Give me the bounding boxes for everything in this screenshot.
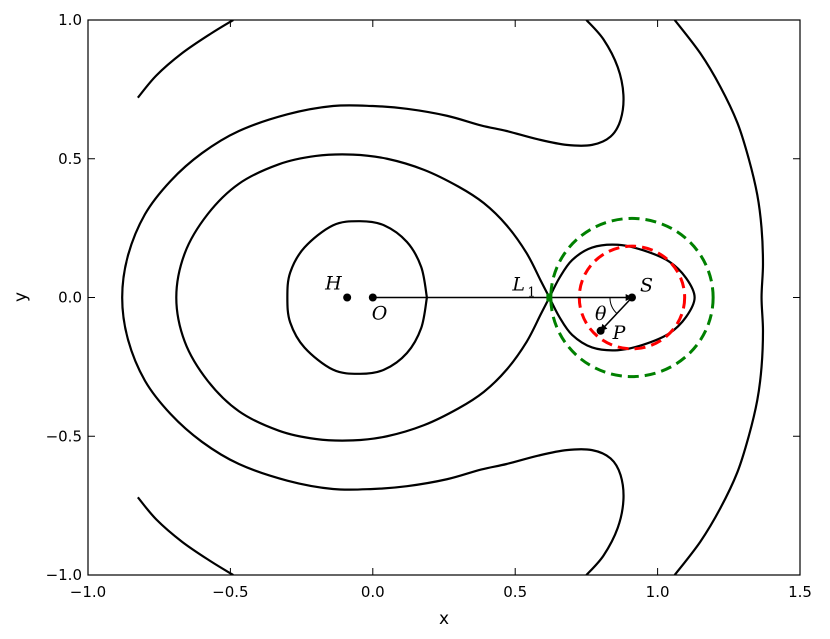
contour-layer — [121, 20, 765, 575]
point-layer: H O S P L 1 — [324, 273, 653, 344]
point-o — [368, 293, 377, 302]
label-o: O — [372, 303, 388, 325]
contour-line-3 — [548, 243, 696, 352]
x-axis-ticks: −1.0 −0.5 0.0 0.5 1.0 1.5 — [70, 20, 812, 601]
x-tick-label: 1.0 — [646, 583, 670, 601]
y-axis-label: y — [11, 292, 31, 302]
y-axis-ticks: −1.0 −0.5 0.0 0.5 1.0 — [46, 11, 800, 584]
x-tick-label: −1.0 — [70, 583, 106, 601]
y-tick-label: 0.5 — [58, 150, 82, 168]
y-tick-label: 0.0 — [58, 289, 82, 307]
y-tick-label: −0.5 — [46, 427, 82, 445]
contour-line-4 — [136, 20, 234, 99]
y-tick-label: 1.0 — [58, 11, 82, 29]
l1-marker — [546, 293, 553, 302]
x-axis-label: x — [439, 609, 449, 629]
label-h: H — [324, 273, 342, 295]
x-tick-label: 0.0 — [361, 583, 385, 601]
x-tick-label: 0.5 — [503, 583, 527, 601]
y-tick-label: −1.0 — [46, 566, 82, 584]
point-p — [596, 326, 605, 335]
point-s — [627, 293, 636, 302]
contour-line-7 — [673, 20, 765, 575]
label-l1-subscript: 1 — [527, 286, 535, 301]
contour-line-2 — [175, 153, 551, 442]
label-p: P — [612, 322, 627, 344]
x-tick-label: 1.5 — [788, 583, 812, 601]
label-l1: L — [511, 274, 525, 296]
x-tick-label: −0.5 — [212, 583, 248, 601]
contour-line-6 — [121, 20, 625, 575]
arrow-layer — [372, 294, 633, 332]
label-s: S — [640, 275, 653, 297]
theta-arc — [609, 297, 618, 314]
contour-line-1 — [286, 220, 428, 375]
arrow-s-to-p — [600, 296, 633, 332]
contour-line-5 — [136, 496, 234, 575]
point-h — [343, 293, 352, 302]
outer-dashed-circle — [549, 216, 715, 379]
theta-label: θ — [595, 303, 607, 325]
